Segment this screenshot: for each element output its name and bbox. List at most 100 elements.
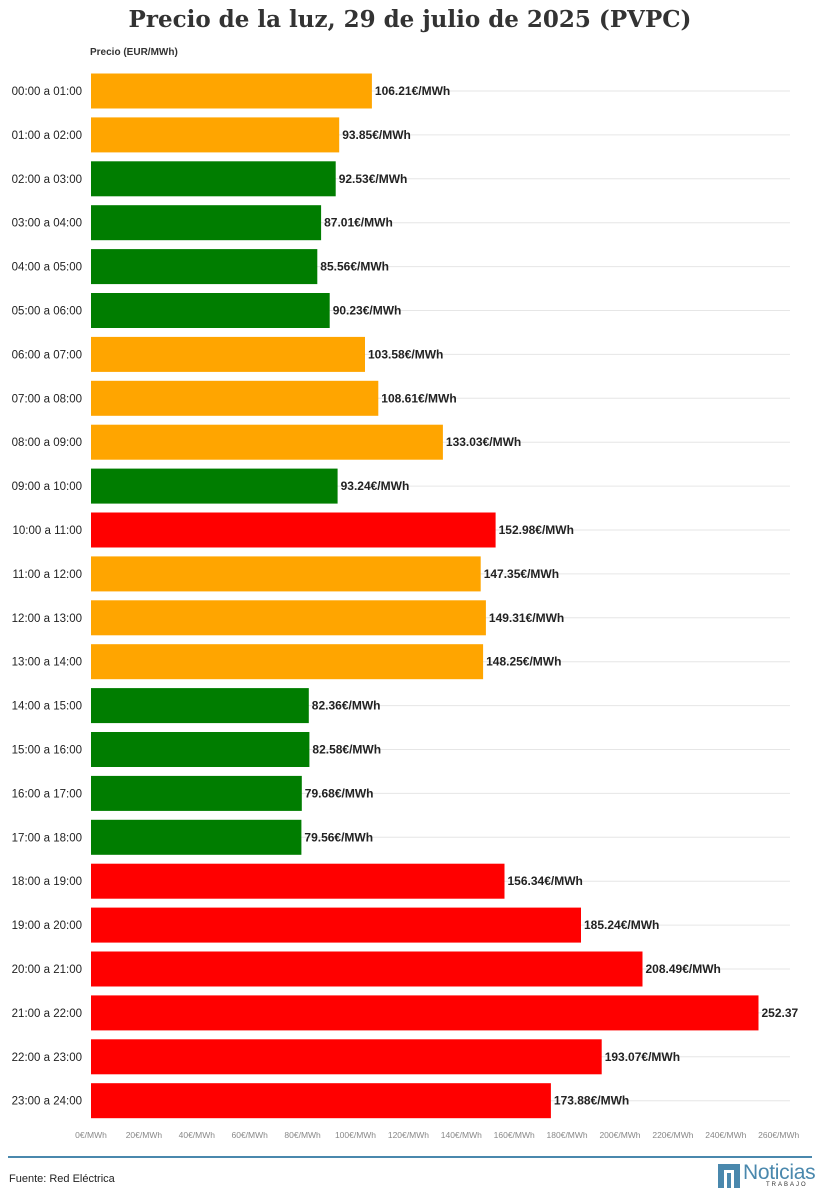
category-label: 07:00 a 08:00 bbox=[12, 393, 82, 405]
value-label: 82.36€/MWh bbox=[312, 699, 381, 713]
bar bbox=[91, 995, 759, 1031]
value-label: 152.98€/MWh bbox=[499, 523, 574, 537]
category-label: 14:00 a 15:00 bbox=[12, 701, 82, 713]
bar bbox=[91, 512, 496, 548]
source-note: Fuente: Red Eléctrica bbox=[9, 1173, 115, 1185]
category-label: 13:00 a 14:00 bbox=[12, 657, 82, 669]
category-label: 18:00 a 19:00 bbox=[12, 876, 82, 888]
value-label: 147.35€/MWh bbox=[484, 567, 559, 581]
bar bbox=[91, 1039, 602, 1075]
bar bbox=[91, 863, 505, 899]
category-label: 15:00 a 16:00 bbox=[12, 745, 82, 757]
value-label: 85.56€/MWh bbox=[320, 260, 389, 274]
bar bbox=[91, 161, 336, 197]
x-tick-label: 20€/MWh bbox=[126, 1130, 163, 1140]
value-axis-caption: Precio (EUR/MWh) bbox=[90, 47, 178, 58]
chart-title: Precio de la luz, 29 de julio de 2025 (P… bbox=[128, 6, 692, 33]
x-tick-label: 0€/MWh bbox=[75, 1130, 107, 1140]
x-tick-label: 40€/MWh bbox=[179, 1130, 216, 1140]
category-label: 12:00 a 13:00 bbox=[12, 613, 82, 625]
category-label: 06:00 a 07:00 bbox=[12, 349, 82, 361]
bar bbox=[91, 644, 484, 680]
category-label: 11:00 a 12:00 bbox=[13, 569, 83, 581]
value-label: 87.01€/MWh bbox=[324, 216, 393, 230]
x-tick-label: 240€/MWh bbox=[705, 1130, 746, 1140]
gridlines bbox=[91, 90, 790, 1102]
category-label: 00:00 a 01:00 bbox=[12, 86, 82, 98]
bars bbox=[91, 73, 759, 1119]
x-tick-label: 260€/MWh bbox=[758, 1130, 799, 1140]
value-label: 208.49€/MWh bbox=[646, 962, 721, 976]
bar bbox=[91, 907, 581, 943]
bar bbox=[91, 951, 643, 987]
category-labels: 00:00 a 01:00 01:00 a 02:00 02:00 a 03:00 0… bbox=[12, 86, 82, 1108]
x-tick-label: 140€/MWh bbox=[441, 1130, 482, 1140]
value-label: 193.07€/MWh bbox=[605, 1050, 680, 1064]
value-label: 133.03€/MWh bbox=[446, 435, 521, 449]
value-label: 108.61€/MWh bbox=[381, 391, 456, 405]
bar bbox=[91, 1083, 551, 1119]
value-label: 156.34€/MWh bbox=[508, 874, 583, 888]
value-labels: 106.21€/MWh 93.85€/MWh 92.53€/MWh 87.01€/MW… bbox=[304, 84, 798, 1108]
logo-mark-icon bbox=[718, 1164, 740, 1188]
category-label: 21:00 a 22:00 bbox=[12, 1008, 82, 1020]
value-label: 82.58€/MWh bbox=[312, 743, 381, 757]
category-label: 19:00 a 20:00 bbox=[12, 920, 82, 932]
x-tick-labels: 0€/MWh 20€/MWh 40€/MWh 60€/MWh 80€/MWh 100€/M… bbox=[75, 1130, 799, 1140]
bar bbox=[91, 819, 302, 855]
value-label: 106.21€/MWh bbox=[375, 84, 450, 98]
value-label: 185.24€/MWh bbox=[584, 918, 659, 932]
logo-name: Noticias bbox=[743, 1161, 816, 1184]
value-label: 93.85€/MWh bbox=[342, 128, 411, 142]
logo-subtitle: TRABAJO bbox=[766, 1182, 808, 1188]
value-label: 92.53€/MWh bbox=[339, 172, 408, 186]
bar bbox=[91, 556, 481, 592]
category-label: 16:00 a 17:00 bbox=[12, 788, 82, 800]
x-tick-label: 220€/MWh bbox=[652, 1130, 693, 1140]
value-label: 90.23€/MWh bbox=[333, 304, 402, 318]
category-label: 10:00 a 11:00 bbox=[13, 525, 83, 537]
value-label: 103.58€/MWh bbox=[368, 347, 443, 361]
bar bbox=[91, 775, 302, 811]
x-tick-label: 100€/MWh bbox=[335, 1130, 376, 1140]
x-tick-label: 120€/MWh bbox=[388, 1130, 429, 1140]
value-label: 79.56€/MWh bbox=[304, 830, 373, 844]
bar bbox=[91, 293, 330, 328]
publisher-logo: Noticias TRABAJO bbox=[718, 1161, 816, 1191]
bar bbox=[91, 73, 372, 109]
bar bbox=[91, 249, 318, 285]
value-label: 148.25€/MWh bbox=[486, 655, 561, 669]
category-label: 05:00 a 06:00 bbox=[12, 306, 82, 318]
x-tick-label: 200€/MWh bbox=[599, 1130, 640, 1140]
category-label: 01:00 a 02:00 bbox=[12, 130, 82, 142]
x-tick-label: 180€/MWh bbox=[547, 1130, 588, 1140]
bar bbox=[91, 205, 322, 241]
category-label: 04:00 a 05:00 bbox=[12, 262, 82, 274]
x-tick-label: 160€/MWh bbox=[494, 1130, 535, 1140]
value-label: 149.31€/MWh bbox=[489, 611, 564, 625]
value-label: 173.88€/MWh bbox=[554, 1094, 629, 1108]
bar bbox=[91, 732, 310, 767]
category-label: 08:00 a 09:00 bbox=[12, 437, 82, 449]
category-label: 02:00 a 03:00 bbox=[12, 174, 82, 186]
bar-chart: 00:00 a 01:00 01:00 a 02:00 02:00 a 03:00 0… bbox=[12, 73, 800, 1140]
bar bbox=[91, 336, 365, 372]
bar bbox=[91, 380, 379, 416]
value-label: 252.37 bbox=[762, 1006, 799, 1020]
bar bbox=[91, 424, 443, 460]
value-label: 79.68€/MWh bbox=[305, 786, 374, 800]
value-label: 93.24€/MWh bbox=[341, 479, 410, 493]
bar bbox=[91, 600, 486, 636]
bar bbox=[91, 688, 309, 724]
category-label: 03:00 a 04:00 bbox=[12, 218, 82, 230]
x-tick-label: 60€/MWh bbox=[232, 1130, 269, 1140]
category-label: 09:00 a 10:00 bbox=[12, 481, 82, 493]
category-label: 17:00 a 18:00 bbox=[12, 832, 82, 844]
category-label: 20:00 a 21:00 bbox=[12, 964, 82, 976]
bar bbox=[91, 468, 338, 504]
x-tick-label: 80€/MWh bbox=[284, 1130, 321, 1140]
footer-divider bbox=[8, 1156, 812, 1158]
category-label: 23:00 a 24:00 bbox=[12, 1096, 82, 1108]
bar bbox=[91, 117, 340, 153]
category-label: 22:00 a 23:00 bbox=[12, 1052, 82, 1064]
